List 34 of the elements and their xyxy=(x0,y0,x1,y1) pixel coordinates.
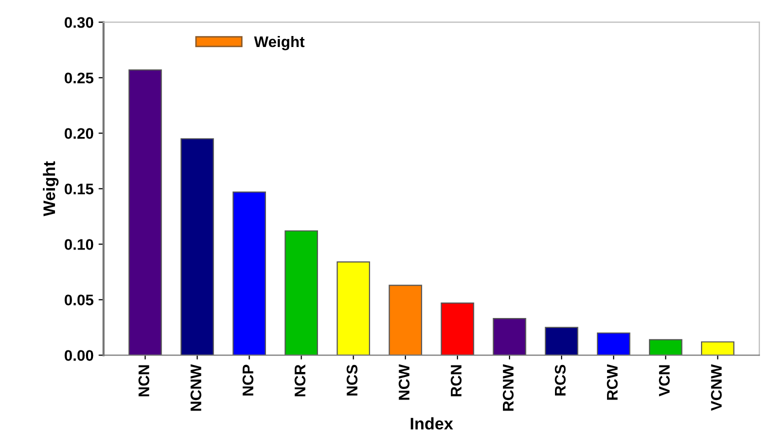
x-tick-label: NCP xyxy=(242,364,254,396)
x-tick-label: NCN xyxy=(138,365,150,396)
bar xyxy=(544,326,578,356)
bar xyxy=(232,191,266,356)
bar xyxy=(180,138,214,356)
y-tick-label: 0.15 xyxy=(64,184,94,194)
bar xyxy=(701,341,734,356)
legend-label: Weight xyxy=(254,36,305,50)
x-axis-title: Index xyxy=(410,417,454,430)
x-tick-label: VCNW xyxy=(710,364,722,411)
x-tick-label: RCN xyxy=(450,365,462,396)
x-tick-label: NCS xyxy=(346,364,358,396)
y-tick-label: 0.30 xyxy=(64,17,94,28)
x-tick-label: NCR xyxy=(294,364,306,396)
y-axis-title: Weight xyxy=(42,161,59,216)
x-tick-label: VCN xyxy=(658,365,670,396)
bar xyxy=(284,230,318,356)
x-tick-label: NCNW xyxy=(190,364,202,411)
y-tick-label: 0.20 xyxy=(64,128,94,139)
bar xyxy=(492,318,526,356)
x-tick-label: NCW xyxy=(398,364,410,400)
bar xyxy=(648,339,682,356)
bar xyxy=(440,302,474,356)
x-tick-label: RCNW xyxy=(502,364,514,411)
bar xyxy=(596,332,630,356)
bar xyxy=(336,261,370,356)
y-tick-label: 0.10 xyxy=(64,239,94,250)
y-tick-label: 0.25 xyxy=(64,72,94,84)
x-tick-label: RCW xyxy=(606,364,618,400)
bar xyxy=(128,69,162,356)
y-tick-label: 0.05 xyxy=(64,294,94,306)
x-tick-label: RCS xyxy=(554,364,566,396)
y-tick-label: 0.00 xyxy=(64,350,94,361)
bar xyxy=(388,284,422,356)
